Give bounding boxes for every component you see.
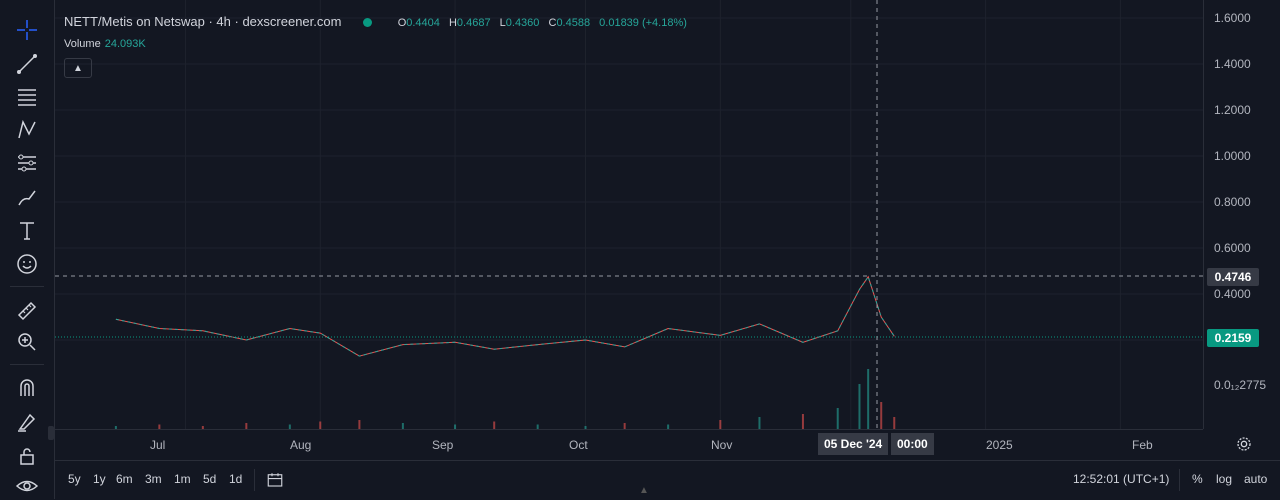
time-tick: Sep	[432, 438, 454, 452]
eye-icon[interactable]	[13, 472, 41, 500]
volume-bar	[358, 420, 361, 429]
chart-grid	[55, 0, 1203, 429]
price-tick: 1.6000	[1214, 11, 1251, 25]
volume-bar	[493, 421, 496, 429]
collapse-legend-button[interactable]: ▲	[64, 58, 92, 78]
chevron-up-icon[interactable]: ▲	[639, 485, 649, 496]
magnet-icon[interactable]	[13, 374, 41, 402]
time-axis[interactable]: Jul Aug Sep Oct Nov 2025 Feb 05 Dec '24 …	[55, 429, 1203, 460]
drawing-toolbar	[0, 0, 55, 499]
time-tick: Feb	[1132, 438, 1153, 452]
volume-bar	[454, 424, 457, 429]
volume-bar	[245, 423, 248, 429]
clock-display[interactable]: 12:52:01 (UTC+1)	[1073, 472, 1170, 486]
price-tick: 0.0₁₂2775	[1214, 378, 1267, 392]
text-icon[interactable]	[13, 217, 41, 245]
crosshair-date-tag: 05 Dec '24	[818, 433, 889, 455]
price-tick: 0.4000	[1214, 287, 1251, 301]
lock-icon[interactable]	[13, 442, 41, 470]
range-6m-button[interactable]: 6m	[116, 472, 133, 486]
range-3m-button[interactable]: 3m	[145, 472, 162, 486]
volume-bar	[158, 424, 161, 429]
symbol-legend: NETT/Metis on Netswap · 4h · dexscreener…	[64, 14, 693, 29]
change-value: 0.01839 (+4.18%)	[599, 17, 687, 29]
bottom-divider	[254, 469, 255, 491]
price-line-up	[115, 275, 895, 357]
auto-toggle[interactable]: auto	[1244, 472, 1268, 486]
trend-line-icon[interactable]	[13, 50, 41, 78]
volume-bar	[758, 417, 761, 429]
pattern-icon[interactable]	[13, 116, 41, 144]
prediction-icon[interactable]	[13, 149, 41, 177]
ohlc-values: O0.4404 H0.4687 L0.4360 C0.4588 0.01839 …	[397, 17, 687, 29]
range-1m-button[interactable]: 1m	[174, 472, 191, 486]
crosshair-time-tag: 00:00	[891, 433, 934, 455]
range-1y-button[interactable]: 1y	[93, 472, 106, 486]
date-range-icon[interactable]	[266, 471, 284, 494]
ruler-icon[interactable]	[13, 297, 41, 325]
emoji-icon[interactable]	[13, 250, 41, 278]
fib-retracement-icon[interactable]	[13, 83, 41, 111]
time-tick: 2025	[986, 438, 1013, 452]
volume-bar	[801, 414, 804, 429]
range-1d-button[interactable]: 1d	[229, 472, 243, 486]
log-toggle[interactable]: log	[1216, 472, 1233, 486]
volume-bar	[536, 424, 539, 429]
time-tick: Jul	[150, 438, 166, 452]
time-tick: Nov	[711, 438, 733, 452]
bottom-divider	[1179, 469, 1180, 491]
volume-bar	[201, 426, 204, 429]
volume-bar	[719, 420, 722, 429]
toolbar-divider	[10, 286, 44, 287]
time-tick: Oct	[569, 438, 588, 452]
price-tick: 1.0000	[1214, 149, 1251, 163]
crosshair-price-tag: 0.4746	[1207, 268, 1259, 286]
zoom-in-icon[interactable]	[13, 328, 41, 356]
brush-icon[interactable]	[13, 183, 41, 211]
range-5d-button[interactable]: 5d	[203, 472, 217, 486]
volume-legend: Volume 24.093K	[64, 38, 146, 50]
volume-bars	[114, 369, 896, 429]
volume-bar	[401, 423, 404, 429]
toolbar-collapse-handle[interactable]	[48, 426, 54, 440]
price-chart[interactable]	[55, 0, 1203, 429]
range-5y-button[interactable]: 5y	[68, 472, 81, 486]
price-tick: 1.2000	[1214, 103, 1251, 117]
symbol-title[interactable]: NETT/Metis on Netswap · 4h · dexscreener…	[64, 14, 342, 29]
price-tick: 0.6000	[1214, 241, 1251, 255]
price-tick: 1.4000	[1214, 57, 1251, 71]
draw-mode-icon[interactable]	[13, 408, 41, 436]
volume-bar	[319, 421, 322, 429]
volume-bar	[667, 424, 670, 429]
price-axis[interactable]	[1203, 0, 1280, 429]
volume-bar	[893, 417, 896, 429]
percent-toggle[interactable]: %	[1192, 472, 1203, 486]
volume-bar	[880, 402, 883, 429]
settings-gear-icon[interactable]	[1236, 436, 1252, 452]
crosshair-icon[interactable]	[13, 16, 41, 44]
volume-bar	[836, 408, 839, 429]
price-line	[115, 275, 895, 357]
volume-bar	[288, 424, 291, 429]
volume-bar	[584, 426, 587, 429]
toolbar-divider	[10, 364, 44, 365]
volume-bar	[623, 423, 626, 429]
volume-bar	[867, 369, 870, 429]
last-price-tag: 0.2159	[1207, 329, 1259, 347]
market-status-icon	[363, 18, 373, 28]
bottom-toolbar: 5y 1y 6m 3m 1m 5d 1d ▲ 12:52:01 (UTC+1) …	[55, 460, 1280, 500]
volume-bar	[858, 384, 861, 429]
price-tick: 0.8000	[1214, 195, 1251, 209]
time-tick: Aug	[290, 438, 312, 452]
volume-bar	[114, 426, 117, 429]
